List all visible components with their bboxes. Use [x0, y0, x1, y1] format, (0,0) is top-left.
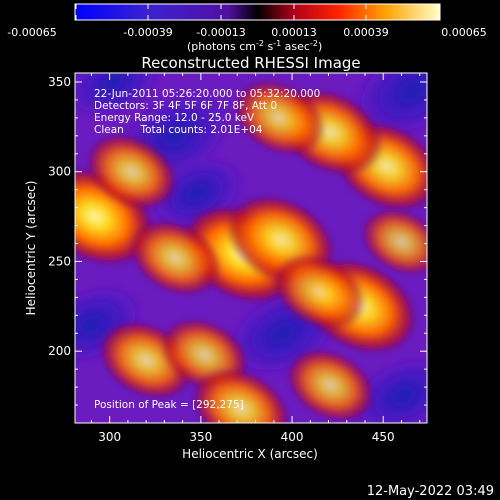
- annotation-peak-position: Position of Peak = [292,275]: [94, 399, 244, 411]
- heatmap-hot-blob: [359, 206, 427, 277]
- heatmap-hot-blob: [84, 132, 179, 211]
- heatmap-hot-blob: [284, 347, 376, 423]
- annotation-clean-counts: Clean Total counts: 2.01E+04: [94, 124, 263, 136]
- timestamp: 12-May-2022 03:49: [367, 484, 494, 499]
- colorbar-frame: [74, 3, 441, 21]
- colorbar-ticks: [75, 4, 440, 20]
- chart-title: Reconstructed RHESSI Image: [141, 54, 360, 72]
- heatmap-hot-blob: [128, 218, 223, 298]
- y-axis-label: Heliocentric Y (arcsec): [24, 181, 38, 316]
- x-tick-label: 450: [372, 430, 395, 444]
- y-tick-label: 300: [48, 165, 71, 179]
- x-tick-label: 400: [281, 430, 304, 444]
- annotation-time-range: 22-Jun-2011 05:26:20.000 to 05:32:20.000: [94, 88, 320, 100]
- x-axis-label: Heliocentric X (arcsec): [182, 447, 318, 461]
- colorbar-tick-label: 0.00065: [441, 26, 487, 39]
- heatmap-cold-blob: [349, 354, 427, 423]
- heatmap-cold-blob: [75, 73, 163, 121]
- colorbar-tick-label: -0.00039: [123, 26, 172, 39]
- colorbar: [75, 4, 440, 20]
- y-tick-label: 250: [48, 254, 71, 268]
- colorbar-tick-label: 0.00039: [343, 26, 389, 39]
- heatmap-hot-blob: [232, 78, 327, 158]
- x-tick-label: 350: [189, 430, 212, 444]
- colorbar-tick-label: -0.00065: [7, 26, 56, 39]
- heatmap-cold-blob: [350, 73, 427, 140]
- x-tick-label: 300: [98, 430, 121, 444]
- annotation-detectors: Detectors: 3F 4F 5F 6F 7F 8F, Att 0: [94, 100, 277, 112]
- y-tick-label: 200: [48, 344, 71, 358]
- colorbar-unit-label: (photons cm-2 s-1 asec-2): [187, 39, 322, 53]
- annotation-energy-range: Energy Range: 12.0 - 25.0 keV: [94, 112, 255, 124]
- heatmap-hot-blob: [190, 366, 292, 423]
- plot-frame: [74, 72, 428, 424]
- heatmap-image: [75, 73, 427, 423]
- colorbar-tick-label: -0.00013: [196, 26, 245, 39]
- colorbar-tick-label: 0.00013: [271, 26, 317, 39]
- heatmap-hot-blob: [272, 252, 367, 332]
- y-tick-label: 350: [48, 75, 71, 89]
